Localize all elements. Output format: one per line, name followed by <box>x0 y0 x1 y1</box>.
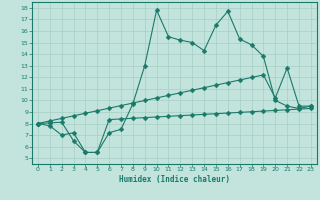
X-axis label: Humidex (Indice chaleur): Humidex (Indice chaleur) <box>119 175 230 184</box>
